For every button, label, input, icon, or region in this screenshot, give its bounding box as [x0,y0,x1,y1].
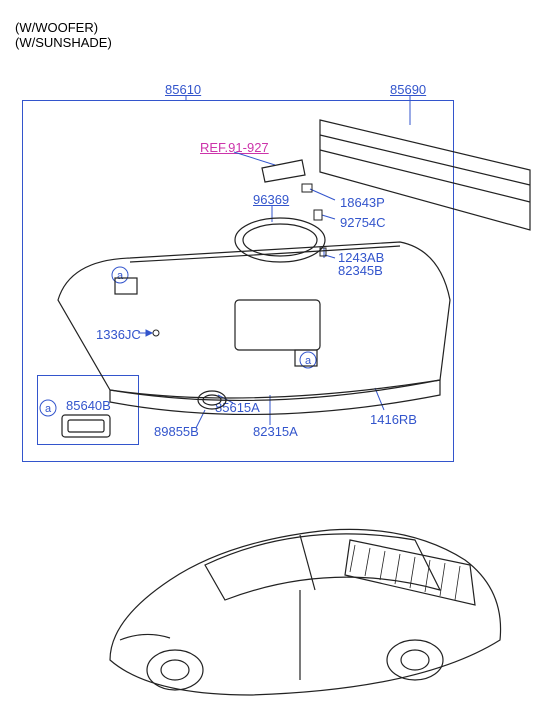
header-options: (W/WOOFER) (W/SUNSHADE) [15,20,112,50]
label-85690: 85690 [390,82,426,97]
header-line1: (W/WOOFER) [15,20,98,35]
detail-a-frame [37,375,139,445]
header-line2: (W/SUNSHADE) [15,35,112,50]
label-85610: 85610 [165,82,201,97]
